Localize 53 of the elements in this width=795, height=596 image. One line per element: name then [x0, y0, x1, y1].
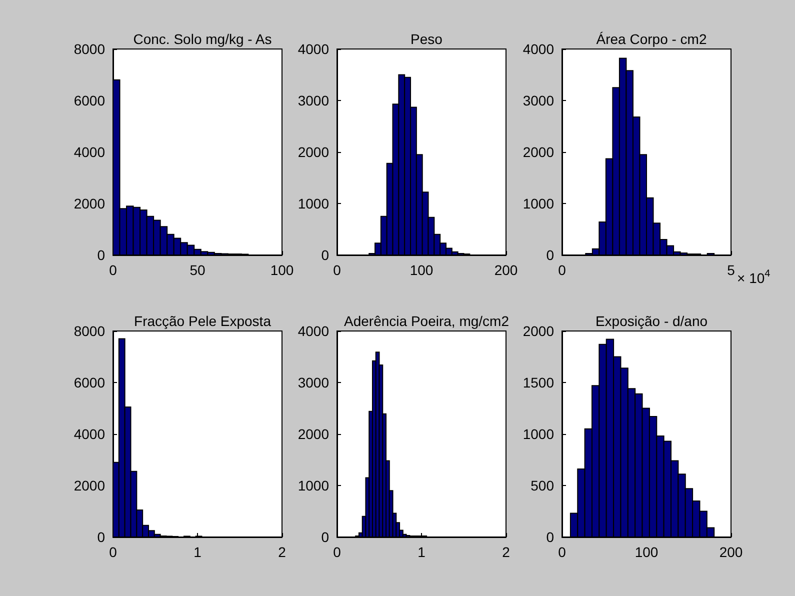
- x-tick-label: 100: [270, 262, 294, 278]
- y-tick-label: 4000: [298, 41, 330, 57]
- y-tick-label: 500: [530, 478, 554, 494]
- x-tick-label: 100: [410, 262, 434, 278]
- y-tick-label: 2000: [298, 144, 330, 160]
- x-tick-label: 5: [727, 262, 736, 278]
- y-tick-label: 3000: [298, 374, 330, 390]
- x-tick-label: 0: [109, 544, 118, 560]
- y-tick-label: 8000: [74, 323, 106, 339]
- y-tick-label: 4000: [522, 41, 554, 57]
- y-tick-label: 0: [321, 247, 330, 263]
- y-tick-label: 1000: [522, 196, 554, 212]
- y-tick-label: 2000: [74, 196, 106, 212]
- x-tick-label: 0: [558, 262, 566, 278]
- x-tick-label: 2: [502, 544, 510, 560]
- y-tick-label: 0: [546, 529, 554, 545]
- y-tick-label: 0: [546, 247, 554, 263]
- x-tick-label: 0: [333, 544, 342, 560]
- x-tick-label: 2: [278, 544, 286, 560]
- chart-title: Exposição - d/ano: [595, 313, 708, 329]
- y-tick-label: 1000: [298, 478, 330, 494]
- y-tick-label: 1500: [522, 374, 554, 390]
- y-tick-label: 4000: [74, 144, 106, 160]
- x-tick-label: 0: [109, 262, 118, 278]
- x-tick-label: 1: [418, 544, 426, 560]
- y-tick-label: 3000: [522, 92, 554, 108]
- y-tick-label: 4000: [74, 426, 106, 442]
- y-tick-label: 2000: [522, 323, 554, 339]
- x-tick-label: 0: [558, 544, 566, 560]
- x-tick-label: 100: [634, 544, 658, 560]
- y-tick-label: 0: [97, 247, 106, 263]
- x-tick-label: 1: [194, 544, 202, 560]
- y-tick-label: 0: [321, 529, 330, 545]
- y-tick-label: 0: [97, 529, 106, 545]
- chart-title: Área Corpo - cm2: [596, 31, 707, 47]
- y-tick-label: 2000: [74, 478, 106, 494]
- chart-title: Conc. Solo mg/kg - As: [133, 31, 272, 47]
- chart-title: Fracção Pele Exposta: [134, 313, 272, 329]
- chart-title: Peso: [410, 31, 443, 47]
- x-tick-label: 0: [333, 262, 342, 278]
- y-tick-label: 3000: [298, 92, 330, 108]
- y-tick-label: 1000: [522, 426, 554, 442]
- y-tick-label: 2000: [522, 144, 554, 160]
- x-tick-label: 200: [494, 262, 518, 278]
- y-tick-label: 4000: [298, 323, 330, 339]
- y-tick-label: 6000: [74, 374, 106, 390]
- x-tick-label: 200: [719, 544, 743, 560]
- y-tick-label: 8000: [74, 41, 106, 57]
- y-tick-label: 6000: [74, 92, 106, 108]
- x-tick-label: 50: [190, 262, 206, 278]
- chart-title: Aderência Poeira, mg/cm2: [344, 313, 510, 329]
- y-tick-label: 1000: [298, 196, 330, 212]
- y-tick-label: 2000: [298, 426, 330, 442]
